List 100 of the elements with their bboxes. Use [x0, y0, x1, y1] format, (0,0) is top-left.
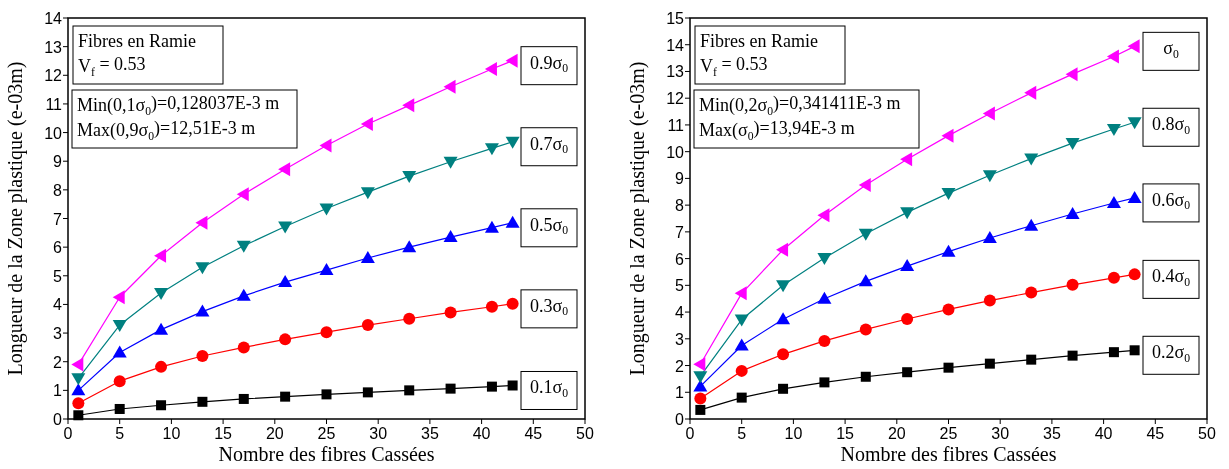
point — [360, 251, 375, 264]
point — [360, 187, 375, 200]
point — [982, 170, 997, 183]
point — [1129, 345, 1140, 356]
point — [236, 240, 251, 253]
point — [362, 387, 373, 398]
point — [1108, 347, 1119, 358]
point — [195, 304, 210, 317]
x-tick-label: 20 — [265, 425, 284, 442]
point — [319, 263, 334, 276]
annotation: Min(0,2σ$_{0}$)=0,341411E-3 m — [699, 93, 901, 118]
point — [941, 244, 956, 257]
y-tick-label: 10 — [666, 143, 685, 161]
point — [236, 187, 249, 202]
y-tick-label: 2 — [53, 353, 63, 371]
series-label: 0.4σ$_{0}$ — [1151, 266, 1191, 289]
point — [71, 383, 86, 396]
point — [900, 259, 915, 272]
y-tick-label: 7 — [675, 223, 685, 241]
y-tick-label: 9 — [675, 170, 685, 188]
annotation: Fibres en Ramie — [700, 31, 818, 51]
point — [694, 392, 707, 405]
series-label: 0.9σ$_{0}$ — [529, 52, 569, 76]
point — [485, 300, 498, 313]
point — [319, 138, 332, 153]
point — [113, 375, 126, 388]
x-tick-label: 40 — [1094, 425, 1113, 442]
y-tick-label: 11 — [45, 95, 63, 113]
point — [1024, 153, 1039, 166]
point — [71, 357, 84, 372]
y-tick-label: 5 — [53, 267, 63, 285]
point — [900, 207, 915, 220]
point — [734, 286, 747, 301]
point — [1067, 350, 1078, 361]
point — [736, 392, 747, 403]
point — [402, 171, 417, 184]
y-tick-label: 1 — [53, 382, 63, 400]
point — [361, 319, 374, 332]
x-tick-label: 5 — [737, 425, 747, 442]
point — [734, 314, 749, 327]
point — [445, 383, 456, 394]
x-tick-label: 15 — [214, 425, 233, 442]
point — [402, 240, 417, 253]
y-tick-label: 15 — [666, 10, 685, 27]
point — [1106, 123, 1121, 136]
series-label: 0.7σ$_{0}$ — [529, 133, 569, 157]
point — [279, 333, 292, 346]
point — [693, 357, 706, 372]
point — [278, 275, 293, 288]
point — [776, 312, 791, 325]
point — [982, 106, 995, 121]
y-tick-label: 4 — [675, 304, 685, 322]
point — [983, 294, 996, 307]
point — [484, 143, 499, 156]
point — [1026, 354, 1037, 365]
x-tick-label: 50 — [1198, 425, 1216, 442]
y-tick-label: 0 — [675, 411, 685, 428]
point — [1127, 39, 1140, 54]
point — [858, 274, 873, 287]
point — [154, 287, 169, 300]
point — [484, 220, 499, 233]
point — [321, 389, 332, 400]
point — [943, 362, 954, 373]
point — [817, 291, 832, 304]
point — [403, 312, 416, 325]
point — [901, 313, 914, 326]
x-tick-label: 5 — [115, 425, 125, 442]
point — [71, 373, 86, 386]
series-label: σ$_{0}$ — [1163, 38, 1179, 61]
x-axis-title: Nombre des fibres Cassées — [840, 443, 1057, 465]
y-tick-label: 1 — [675, 384, 685, 402]
point — [278, 162, 291, 177]
point — [486, 381, 497, 392]
point — [402, 98, 415, 113]
y-tick-label: 4 — [53, 296, 63, 314]
x-tick-label: 50 — [576, 425, 594, 442]
point — [196, 349, 209, 362]
annotation: V$_{f}$ = 0.53 — [700, 54, 768, 79]
point — [112, 345, 127, 358]
point — [1065, 138, 1080, 151]
annotation: V$_{f}$ = 0.53 — [78, 54, 146, 79]
point — [505, 53, 518, 68]
series-label: 0.2σ$_{0}$ — [1151, 342, 1191, 365]
point — [278, 221, 293, 234]
y-tick-label: 7 — [53, 210, 63, 228]
annotation: Max(σ$_{0}$)=13,94E-3 m — [699, 118, 855, 143]
annotation: Fibres en Ramie — [78, 31, 196, 51]
point — [155, 360, 168, 373]
point — [237, 341, 250, 354]
y-tick-label: 14 — [44, 10, 63, 27]
series-label: 0.1σ$_{0}$ — [529, 377, 569, 400]
x-tick-label: 30 — [991, 425, 1010, 442]
x-tick-label: 35 — [1043, 425, 1061, 442]
point — [776, 280, 791, 293]
x-tick-label: 15 — [836, 425, 855, 442]
point — [695, 404, 706, 415]
x-tick-label: 30 — [369, 425, 388, 442]
point — [443, 230, 458, 243]
point — [72, 397, 85, 410]
x-tick-label: 20 — [887, 425, 906, 442]
